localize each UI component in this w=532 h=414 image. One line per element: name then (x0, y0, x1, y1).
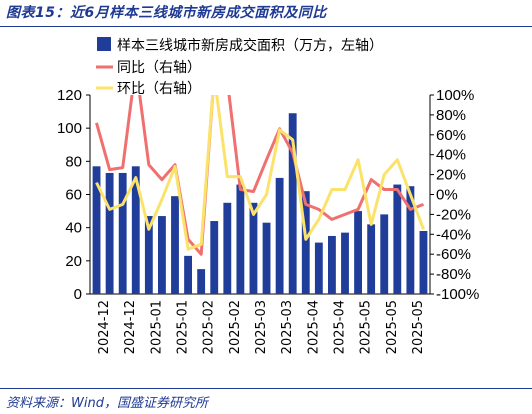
legend-label-wow: 环比（右轴） (117, 81, 201, 97)
x-tick-label: 2025-02 (202, 300, 217, 354)
bar (301, 191, 310, 294)
x-tick-label: 2025-05 (385, 300, 400, 354)
x-tick-label: 2025-05 (359, 300, 374, 354)
x-tick-label: 2025-04 (333, 300, 348, 354)
legend: 样本三线城市新房成交面积（万方，左轴） 同比（右轴） 环比（右轴） (96, 37, 383, 97)
bar (354, 211, 362, 294)
right-tick-label: -100% (436, 286, 479, 303)
chart-title: 图表15：近6月样本三线城市新房成交面积及同比 (6, 5, 327, 21)
right-tick-label: 80% (436, 107, 466, 124)
footer-rule (0, 388, 532, 389)
x-tick-label: 2025-02 (228, 300, 243, 354)
bar (367, 224, 376, 294)
left-tick-label: 60 (65, 187, 82, 204)
right-tick-label: 20% (436, 167, 466, 184)
left-tick-label: 40 (65, 220, 82, 237)
left-tick-label: 20 (65, 253, 82, 270)
bar (223, 202, 232, 294)
x-tick-label: 2025-05 (411, 300, 426, 354)
source-note: 资料来源：Wind，国盛证券研究所 (6, 396, 208, 411)
bar (393, 184, 402, 294)
bar (328, 235, 336, 294)
bar (118, 172, 127, 294)
x-tick-label: 2025-03 (280, 300, 295, 354)
legend-swatch-bar (97, 37, 111, 51)
bar (406, 186, 415, 294)
bar (158, 216, 166, 294)
x-tick-label: 2025-01 (149, 300, 164, 354)
bar (380, 214, 389, 294)
right-tick-label: -60% (436, 246, 471, 263)
left-tick-label: 80 (65, 153, 82, 170)
bar (262, 222, 271, 294)
right-tick-label: -20% (436, 206, 471, 223)
bar (288, 113, 297, 294)
bar (105, 172, 114, 294)
bar (275, 177, 284, 294)
right-tick-label: 40% (436, 147, 466, 164)
bar (144, 216, 153, 294)
right-tick-label: 100% (436, 87, 474, 104)
x-tick-label: 2024-12 (97, 300, 112, 354)
right-tick-label: 0% (436, 187, 458, 204)
bar (236, 184, 245, 294)
series-line-yoy (95, 95, 425, 256)
bar (131, 166, 140, 294)
bar (341, 232, 349, 294)
right-tick-label: 60% (436, 127, 466, 144)
left-tick-label: 0 (74, 286, 82, 303)
x-tick-label: 2025-04 (306, 300, 321, 354)
left-tick-label: 100 (57, 120, 82, 137)
bar (92, 166, 101, 294)
legend-label-yoy: 同比（右轴） (117, 60, 201, 76)
left-tick-label: 120 (57, 87, 82, 104)
bar (171, 196, 179, 294)
x-tick-label: 2025-01 (176, 300, 191, 354)
x-tick-label: 2025-03 (254, 300, 269, 354)
plot-area: 0 20 40 60 80 100 120 -100% -80% -60% -40% -20% 0% 20… (57, 87, 479, 354)
title-rule (0, 26, 532, 27)
series-line-wow (95, 95, 425, 251)
legend-label-bar: 样本三线城市新房成交面积（万方，左轴） (117, 37, 383, 54)
bar (197, 269, 206, 294)
bar (419, 230, 428, 294)
bar (184, 255, 192, 294)
right-tick-label: -40% (436, 226, 471, 243)
bar (314, 242, 323, 294)
right-tick-label: -80% (436, 266, 471, 283)
x-tick-label: 2024-12 (123, 300, 138, 354)
bar (249, 202, 258, 294)
bar (210, 221, 219, 294)
